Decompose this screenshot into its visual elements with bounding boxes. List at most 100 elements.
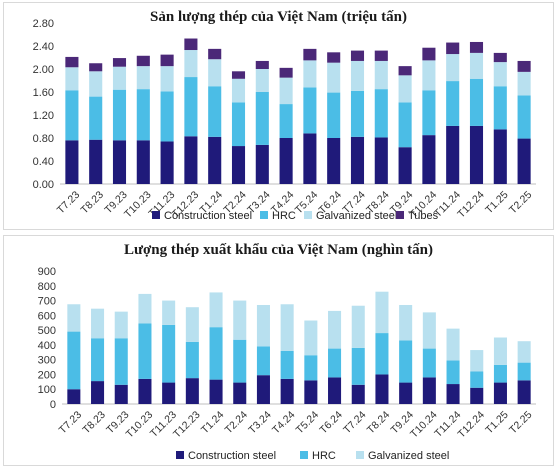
export-bar-hrc — [351, 347, 365, 385]
export-y-tick-label: 800 — [38, 281, 56, 293]
export-bar-hrc — [304, 355, 318, 381]
production-y-tick-label: 2.40 — [33, 41, 54, 53]
export-bar-hrc — [67, 331, 81, 390]
export-y-tick-label: 100 — [38, 384, 56, 396]
export-x-tick-label: T2.24 — [223, 409, 251, 437]
production-bar-construction-steel — [65, 140, 79, 184]
export-bar-galvanized-steel — [209, 292, 223, 328]
export-bar-construction-steel — [280, 378, 294, 404]
export-legend-swatch — [176, 451, 184, 459]
production-bar-galvanized-steel — [327, 62, 341, 93]
export-legend-swatch — [300, 451, 308, 459]
production-bar-galvanized-steel — [160, 66, 174, 92]
export-bar-galvanized-steel — [517, 341, 531, 363]
production-bar-tubes — [89, 63, 103, 72]
production-x-tick-label: T2.25 — [507, 189, 535, 217]
export-x-tick-label: T10.24 — [408, 409, 440, 441]
export-bar-hrc — [328, 348, 342, 378]
production-bar-tubes — [160, 54, 174, 67]
export-bar-galvanized-steel — [162, 300, 176, 325]
production-x-tick-label: T12.24 — [455, 189, 487, 221]
export-bar-construction-steel — [209, 379, 223, 404]
production-bar-hrc — [208, 86, 222, 137]
production-bar-tubes — [446, 42, 460, 55]
production-y-tick-label: 0.40 — [33, 156, 54, 168]
production-legend-label: HRC — [272, 210, 296, 222]
export-bar-construction-steel — [233, 382, 247, 404]
production-bar-tubes — [255, 60, 269, 69]
production-y-tick-label: 1.60 — [33, 87, 54, 99]
production-bar-hrc — [89, 96, 103, 140]
production-bar-hrc — [303, 87, 317, 134]
export-x-tick-label: T12.24 — [455, 409, 487, 441]
export-bar-hrc — [422, 348, 436, 378]
export-bar-galvanized-steel — [493, 337, 507, 365]
production-bar-galvanized-steel — [255, 69, 269, 92]
production-bar-hrc — [112, 89, 127, 141]
export-bar-hrc — [209, 327, 223, 380]
production-bar-hrc — [327, 92, 341, 138]
export-bar-galvanized-steel — [114, 311, 128, 339]
export-y-tick-label: 700 — [38, 296, 56, 308]
export-bar-galvanized-steel — [256, 304, 270, 347]
export-bar-hrc — [493, 364, 507, 383]
export-x-tick-label: T7.24 — [341, 409, 369, 437]
production-bar-tubes — [65, 56, 79, 68]
export-bar-galvanized-steel — [304, 320, 318, 356]
export-chart: 0100200300400500600700800900T7.23T8.23T9… — [38, 266, 536, 462]
export-bar-hrc — [162, 324, 176, 383]
production-bar-tubes — [279, 67, 293, 78]
export-bar-construction-steel — [91, 381, 105, 404]
production-bar-hrc — [65, 90, 79, 141]
export-bar-construction-steel — [304, 380, 318, 404]
export-bar-hrc — [375, 333, 389, 375]
production-bar-construction-steel — [327, 138, 341, 184]
production-x-tick-label: T8.23 — [79, 189, 107, 217]
production-bar-hrc — [446, 81, 460, 126]
production-bar-hrc — [231, 102, 246, 147]
export-bar-galvanized-steel — [233, 300, 247, 340]
export-bar-construction-steel — [67, 389, 81, 404]
production-bar-hrc — [469, 78, 484, 126]
export-bar-construction-steel — [399, 382, 413, 404]
production-bar-construction-steel — [184, 136, 198, 184]
export-x-tick-label: T6.24 — [317, 409, 345, 437]
export-x-tick-label: T4.24 — [270, 409, 298, 437]
production-bar-construction-steel — [398, 147, 412, 184]
export-x-tick-label: T12.23 — [171, 409, 203, 441]
export-bar-construction-steel — [517, 380, 531, 404]
production-legend-swatch — [260, 211, 268, 219]
export-bar-hrc — [446, 360, 460, 385]
export-bar-galvanized-steel — [138, 293, 152, 324]
export-bar-galvanized-steel — [185, 307, 199, 342]
export-bar-construction-steel — [375, 374, 389, 404]
production-bar-galvanized-steel — [469, 52, 484, 79]
export-bar-galvanized-steel — [67, 304, 81, 332]
export-bar-construction-steel — [138, 378, 152, 404]
production-bar-construction-steel — [255, 144, 269, 184]
export-legend-label: Construction steel — [188, 450, 276, 462]
production-bar-galvanized-steel — [422, 60, 436, 91]
production-legend-swatch — [396, 211, 404, 219]
production-bar-tubes — [350, 50, 365, 61]
export-bar-construction-steel — [493, 382, 507, 404]
export-bar-construction-steel — [114, 384, 128, 404]
export-chart-title: Lượng thép xuất khẩu của Việt Nam (nghìn… — [123, 242, 434, 258]
production-x-tick-label: T1.25 — [483, 189, 511, 217]
export-legend-label: HRC — [312, 450, 336, 462]
production-bar-tubes — [112, 58, 127, 67]
production-bar-hrc — [350, 90, 365, 137]
production-bar-galvanized-steel — [374, 60, 388, 90]
export-bar-hrc — [138, 323, 152, 379]
export-bar-galvanized-steel — [470, 350, 484, 372]
production-bar-tubes — [398, 66, 412, 76]
export-chart-panel: Lượng thép xuất khẩu của Việt Nam (nghìn… — [3, 235, 554, 466]
production-bar-hrc — [374, 89, 388, 138]
production-bar-construction-steel — [446, 125, 460, 184]
production-bar-galvanized-steel — [65, 67, 79, 91]
export-bar-construction-steel — [470, 387, 484, 404]
export-y-tick-label: 200 — [38, 369, 56, 381]
export-bar-galvanized-steel — [375, 291, 389, 334]
production-bar-galvanized-steel — [231, 78, 246, 103]
export-bar-galvanized-steel — [91, 308, 105, 339]
